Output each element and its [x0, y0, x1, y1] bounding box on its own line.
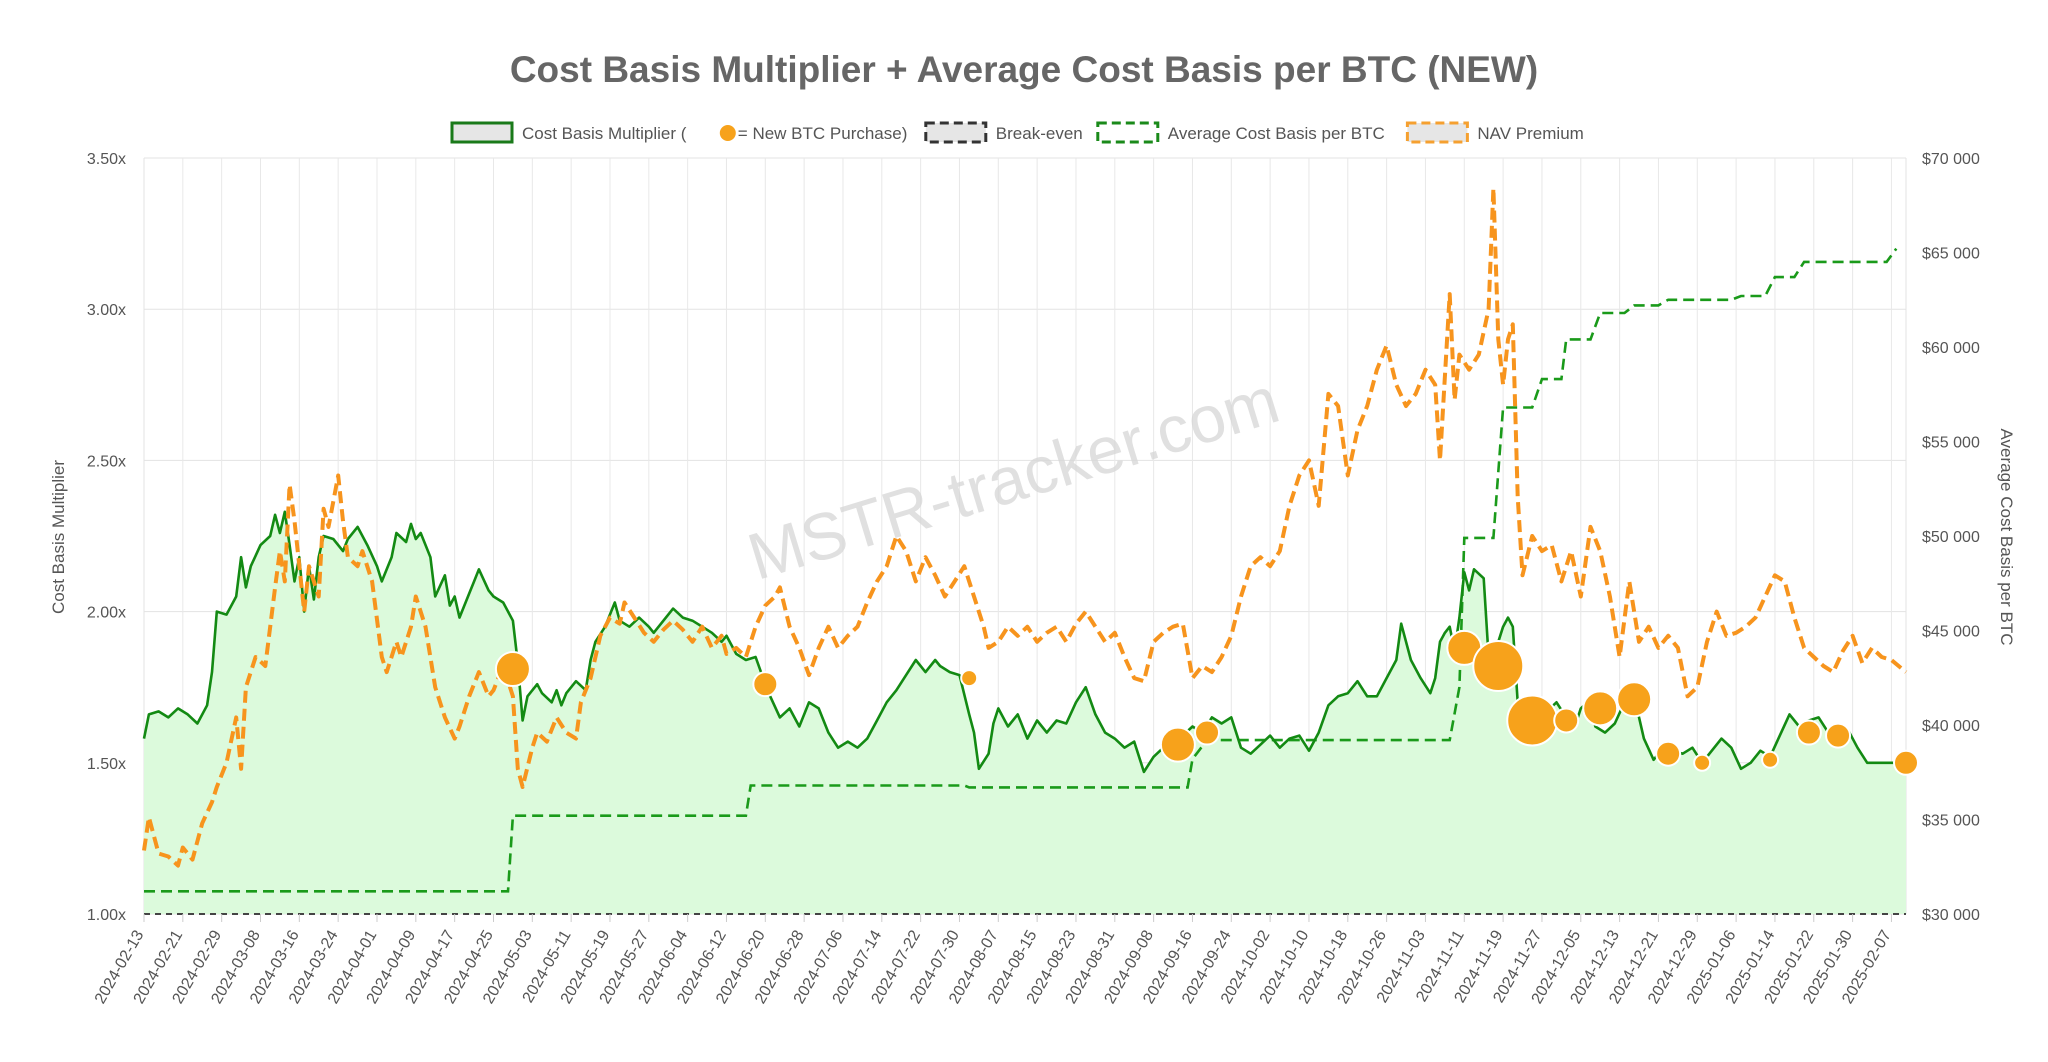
purchase-marker-icon [719, 125, 736, 141]
purchase-marker [752, 671, 779, 698]
y-left-tick-label: 3.00x [87, 302, 126, 319]
y-left-tick-label: 2.50x [87, 453, 126, 470]
watermark-text: MSTR-tracker.com [739, 362, 1287, 594]
y-right-tick-label: $30 000 [1922, 907, 1980, 924]
y-right-tick-label: $55 000 [1922, 435, 1980, 452]
legend-item-breakeven: Break-even [924, 121, 1083, 144]
y-right-tick-label: $70 000 [1922, 151, 1980, 168]
purchase-marker [494, 651, 531, 688]
purchase-marker [1553, 707, 1580, 734]
chart-legend: Cost Basis Multiplier ( = New BTC Purcha… [450, 121, 1584, 144]
legend-swatch [450, 121, 514, 144]
legend-item-acb: Average Cost Basis per BTC [1096, 121, 1385, 144]
purchase-marker [1655, 740, 1682, 767]
legend-label: = New BTC Purchase) [738, 124, 908, 143]
legend-label: Break-even [996, 124, 1083, 143]
purchase-marker [960, 669, 979, 688]
purchase-marker [1506, 694, 1559, 747]
y-axis-left-title: Cost Basis Multiplier [49, 460, 68, 614]
purchase-marker [1761, 750, 1780, 769]
y-right-tick-label: $35 000 [1922, 813, 1980, 830]
y-axis-right-title: Average Cost Basis per BTC [1997, 429, 2016, 646]
purchase-marker [1194, 719, 1221, 746]
legend-swatch [924, 121, 988, 144]
y-left-tick-label: 1.00x [87, 907, 126, 924]
y-right-tick-label: $60 000 [1922, 340, 1980, 357]
y-left-tick-label: 1.50x [87, 756, 126, 773]
y-right-tick-label: $45 000 [1922, 624, 1980, 641]
y-left-tick-label: 3.50x [87, 151, 126, 168]
legend-swatch [1096, 121, 1160, 144]
legend-label: NAV Premium [1477, 124, 1583, 143]
legend-item-nav: NAV Premium [1405, 121, 1584, 144]
purchase-marker [1472, 640, 1525, 693]
chart-title: Cost Basis Multiplier + Average Cost Bas… [510, 49, 1538, 90]
plot-area [142, 186, 1919, 915]
nav-premium-line [142, 186, 1908, 868]
y-right-tick-label: $65 000 [1922, 246, 1980, 263]
y-right-tick-label: $40 000 [1922, 718, 1980, 735]
purchase-marker [1159, 726, 1196, 763]
purchase-marker [1795, 719, 1822, 746]
purchase-marker [1582, 690, 1619, 727]
legend-label: Average Cost Basis per BTC [1168, 124, 1385, 143]
cbm-line [142, 510, 1906, 774]
y-right-tick-label: $50 000 [1922, 529, 1980, 546]
purchase-marker [1893, 749, 1919, 776]
purchase-marker [1616, 681, 1653, 718]
y-left-tick-label: 2.00x [87, 605, 126, 622]
cbm-area-fill [144, 511, 1906, 914]
legend-label: Cost Basis Multiplier ( [522, 124, 687, 143]
avg-cost-basis-line [144, 247, 1898, 893]
legend-item-cbm: Cost Basis Multiplier ( = New BTC Purcha… [450, 121, 908, 144]
purchase-marker [1693, 753, 1712, 772]
purchase-marker [1825, 722, 1852, 749]
legend-swatch [1405, 121, 1469, 144]
